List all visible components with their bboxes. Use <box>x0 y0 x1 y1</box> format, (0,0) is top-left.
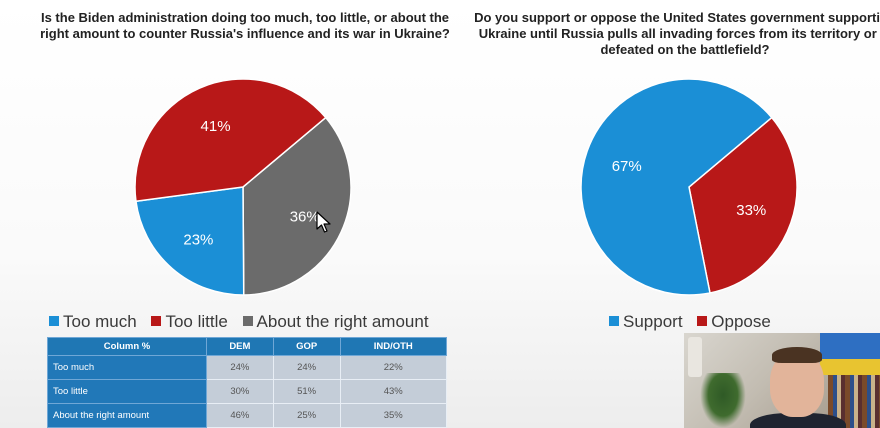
pie-data-label: 23% <box>183 231 213 248</box>
pie-data-label: 41% <box>201 118 231 135</box>
person-body <box>750 413 846 428</box>
legend-label: Too much <box>63 312 137 331</box>
legend-item-too-much: Too much <box>49 312 137 332</box>
flag-blue-stripe <box>820 333 880 359</box>
table-header: GOP <box>272 337 341 356</box>
legend-item-too-little: Too little <box>151 312 228 332</box>
person-hair <box>772 347 822 363</box>
right-legend: Support Oppose <box>609 312 781 332</box>
table-cell: 22% <box>339 355 447 380</box>
legend-label: Oppose <box>711 312 771 331</box>
mouse-pointer-icon <box>316 211 331 233</box>
table-cell: 25% <box>272 403 341 428</box>
legend-label: Support <box>623 312 683 331</box>
table-header-row: Column % DEM GOP IND/OTH <box>47 337 447 356</box>
table-header: Column % <box>47 337 207 356</box>
table-row: Too much 24% 24% 22% <box>47 355 447 380</box>
webcam-overlay <box>684 333 880 428</box>
legend-item-oppose: Oppose <box>697 312 771 332</box>
table-header: IND/OTH <box>339 337 447 356</box>
table-row: About the right amount 46% 25% 35% <box>47 403 447 428</box>
table-header: DEM <box>206 337 274 356</box>
left-legend: Too much Too little About the right amou… <box>49 312 439 332</box>
pie-slice-too-much <box>135 186 245 296</box>
legend-label: About the right amount <box>256 312 429 331</box>
crosstab-table: Column % DEM GOP IND/OTH Too much 24% 24… <box>47 337 447 428</box>
row-label: Too much <box>47 355 207 380</box>
left-chart-title: Is the Biden administration doing too mu… <box>40 10 450 41</box>
pie-slice-oppose <box>688 116 798 294</box>
pie-data-label: 67% <box>612 158 642 175</box>
plant-shape <box>700 373 746 428</box>
lamp-shape <box>688 337 702 377</box>
table-cell: 51% <box>272 379 341 404</box>
table-row: Too little 30% 51% 43% <box>47 379 447 404</box>
legend-swatch <box>49 316 59 326</box>
table-cell: 35% <box>339 403 447 428</box>
pie-data-label: 36% <box>290 209 320 226</box>
table-cell: 30% <box>206 379 274 404</box>
pie-slice-support <box>580 78 773 296</box>
legend-swatch <box>242 316 253 326</box>
left-pie: 36% 23% 41% <box>134 78 352 296</box>
pie-slice-too-little <box>134 78 327 203</box>
legend-item-about-right: About the right amount <box>242 312 429 332</box>
table-cell: 24% <box>206 355 274 380</box>
right-chart-title: Do you support or oppose the United Stat… <box>474 10 880 57</box>
legend-swatch <box>697 316 708 326</box>
pie-data-label: 33% <box>736 202 766 219</box>
flag-yellow-stripe <box>820 359 880 375</box>
table-cell: 43% <box>339 379 447 404</box>
row-label: About the right amount <box>47 403 207 428</box>
row-label: Too little <box>47 379 207 404</box>
legend-item-support: Support <box>609 312 683 332</box>
table-cell: 24% <box>272 355 341 380</box>
pie-slice-about-the-right-amount <box>242 116 352 296</box>
legend-swatch <box>151 316 162 326</box>
right-pie: 33% 67% <box>580 78 798 296</box>
legend-swatch <box>609 316 619 326</box>
legend-label: Too little <box>165 312 228 331</box>
table-cell: 46% <box>206 403 274 428</box>
